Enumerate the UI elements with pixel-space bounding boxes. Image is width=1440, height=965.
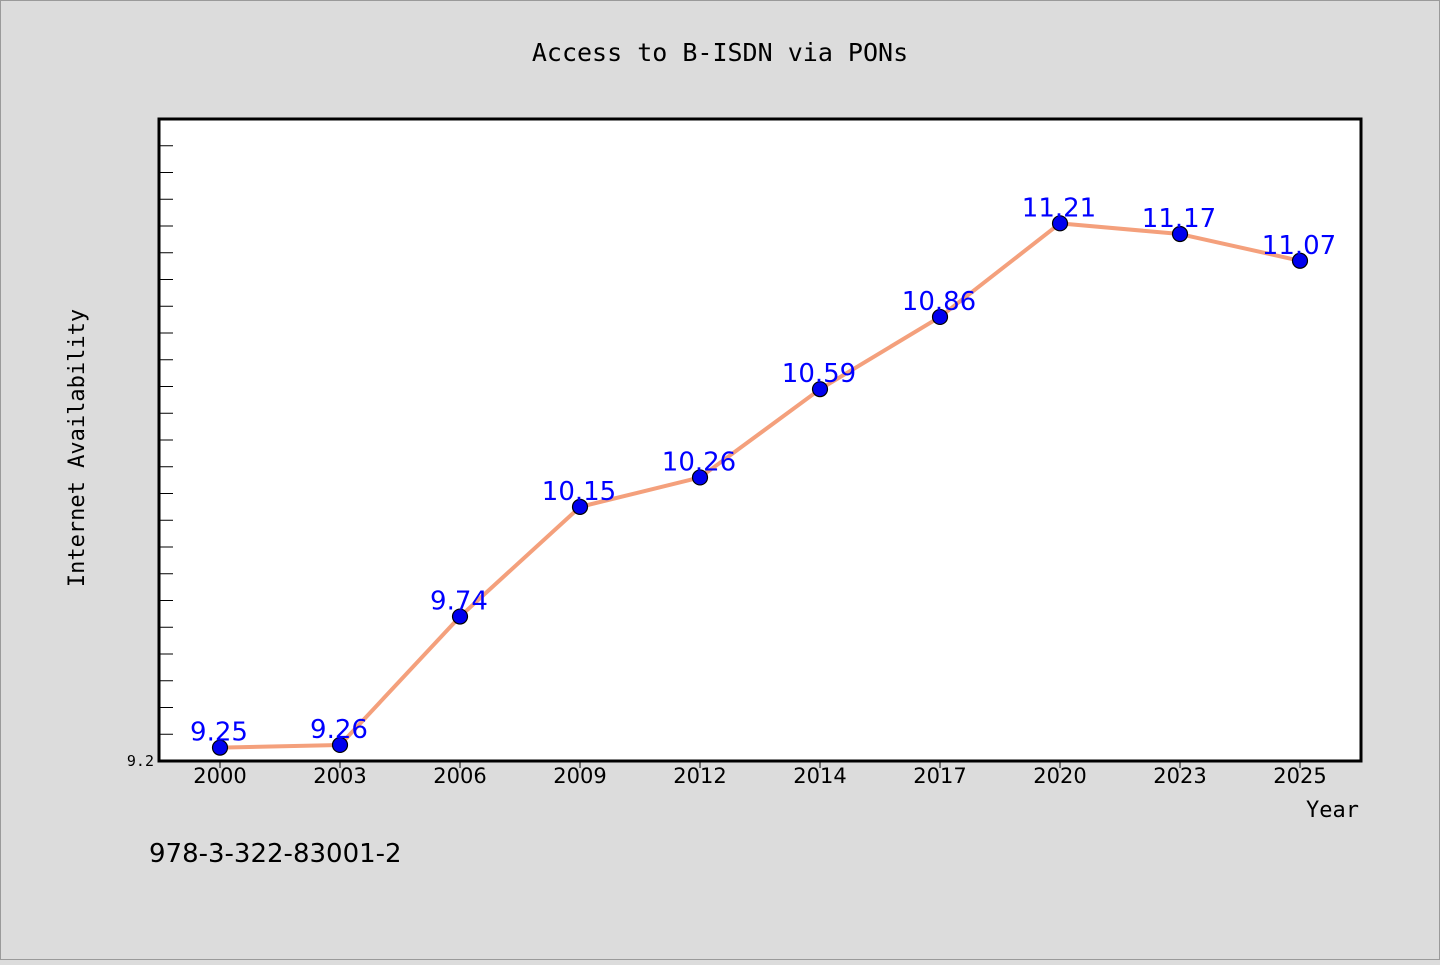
x-tick-label: 2025 bbox=[1273, 764, 1326, 788]
data-point bbox=[811, 381, 829, 398]
data-label: 9.74 bbox=[430, 587, 488, 617]
marker-layer bbox=[211, 215, 1309, 756]
chart-title: Access to B-ISDN via PONs bbox=[532, 38, 908, 67]
data-label: 10.26 bbox=[662, 447, 736, 477]
data-label: 10.59 bbox=[782, 359, 856, 389]
y-axis-ticks: 9.2 bbox=[127, 145, 173, 770]
x-tick-label: 2009 bbox=[553, 764, 606, 788]
x-tick-label: 2017 bbox=[913, 764, 966, 788]
data-point bbox=[451, 608, 469, 625]
x-tick-label: 2003 bbox=[313, 764, 366, 788]
data-label: 11.07 bbox=[1262, 231, 1336, 261]
isbn-note: 978-3-322-83001-2 bbox=[149, 839, 402, 869]
x-tick-label: 2020 bbox=[1033, 764, 1086, 788]
data-label-layer: 9.25 9.26 9.74 10.15 10.26 10.59 10.86 11.21 11.… bbox=[190, 193, 1336, 747]
x-axis-label: Year bbox=[1306, 798, 1359, 823]
data-label: 10.15 bbox=[542, 477, 616, 507]
series-layer bbox=[218, 221, 1302, 750]
data-point bbox=[211, 739, 229, 756]
data-point bbox=[331, 736, 349, 754]
data-point bbox=[691, 469, 709, 486]
y-axis-label: Internet Availability bbox=[65, 309, 90, 587]
x-tick-label: 2014 bbox=[793, 764, 846, 788]
data-label: 11.17 bbox=[1142, 204, 1216, 234]
data-label: 9.26 bbox=[310, 715, 368, 745]
series-line bbox=[218, 221, 1302, 750]
x-tick-label: 2023 bbox=[1153, 764, 1206, 788]
data-point bbox=[571, 498, 589, 515]
data-point bbox=[1291, 252, 1309, 269]
data-point bbox=[931, 308, 949, 326]
x-axis-ticks: 2000 2003 2006 2009 2012 2014 2017 2020 2023 2025 bbox=[193, 761, 1327, 788]
x-tick-label: 2006 bbox=[433, 764, 486, 788]
data-point bbox=[1171, 225, 1189, 243]
x-tick-label: 2012 bbox=[673, 764, 726, 788]
data-label: 11.21 bbox=[1022, 193, 1096, 223]
y-tick-label: 9.2 bbox=[127, 752, 154, 770]
data-label: 9.25 bbox=[190, 718, 248, 748]
x-tick-label: 2000 bbox=[193, 764, 246, 788]
plot-area bbox=[157, 117, 1363, 763]
data-label: 10.86 bbox=[902, 287, 976, 317]
data-point bbox=[1051, 215, 1069, 232]
